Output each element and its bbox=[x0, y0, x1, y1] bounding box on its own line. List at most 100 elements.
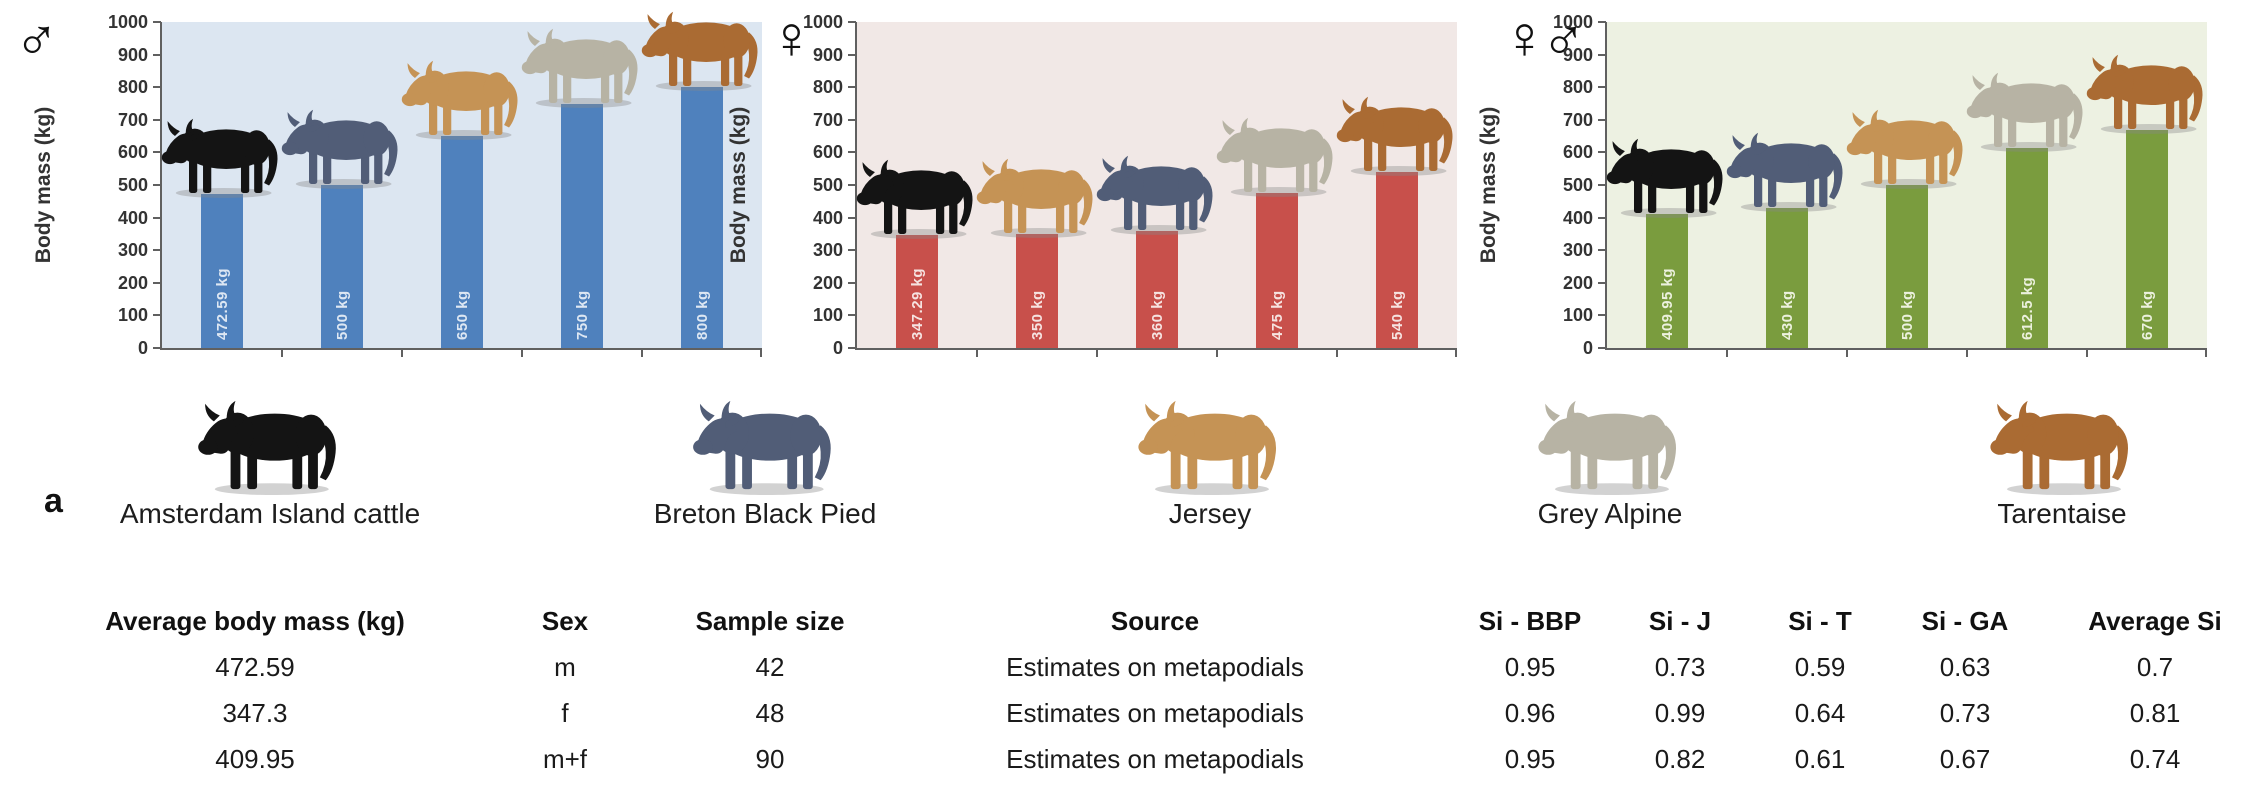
y-tick-mark bbox=[1598, 249, 1606, 252]
bar-value-label: 430 kg bbox=[1779, 290, 1796, 340]
x-tick-mark bbox=[281, 350, 283, 357]
bar-value-label: 800 kg bbox=[694, 290, 711, 340]
cow-icon bbox=[401, 60, 518, 141]
table-cell-row2: 0.81 bbox=[2129, 697, 2181, 728]
cow-icon bbox=[1606, 139, 1723, 219]
cow-icon bbox=[641, 11, 758, 92]
bar-jersey: 350 kg bbox=[976, 158, 1093, 348]
y-tick-label: 0 bbox=[832, 338, 843, 358]
y-tick-label: 800 bbox=[117, 77, 148, 98]
y-tick-mark bbox=[848, 118, 856, 121]
bar-cow-amsterdam bbox=[851, 152, 983, 240]
y-tick-mark bbox=[1598, 184, 1606, 186]
y-axis-title: Body mass (kg) bbox=[1477, 106, 1500, 264]
legend-item-grey_alpine: Grey Alpine bbox=[1524, 392, 1696, 530]
y-tick-mark bbox=[1598, 281, 1606, 284]
bar-tarentaise: 800 kg bbox=[641, 11, 758, 348]
x-tick-mark bbox=[1726, 350, 1728, 357]
y-tick-label: 300 bbox=[1562, 240, 1593, 261]
legend-item-tarentaise: Tarentaise bbox=[1976, 392, 2148, 530]
y-tick-label: 900 bbox=[1562, 44, 1593, 65]
y-tick-label: 100 bbox=[117, 305, 148, 326]
bar-value-label: 750 kg bbox=[574, 290, 591, 340]
y-tick-mark bbox=[153, 184, 161, 186]
table-cell-row3: 0.74 bbox=[2129, 743, 2181, 774]
bar-tarentaise: 670 kg bbox=[2086, 54, 2203, 348]
table-header: Si - T bbox=[1788, 605, 1852, 636]
y-tick-mark bbox=[1598, 118, 1606, 121]
y-tick-mark bbox=[153, 314, 161, 317]
bar-breton: 430 kg bbox=[1726, 132, 1843, 348]
y-tick-mark bbox=[1598, 151, 1606, 154]
y-tick-label: 700 bbox=[117, 109, 148, 130]
y-tick-label: 0 bbox=[137, 338, 148, 358]
bar-cow-amsterdam bbox=[156, 111, 288, 199]
cow-icon bbox=[521, 28, 638, 108]
y-tick-mark bbox=[1598, 347, 1606, 349]
table-header: Sample size bbox=[695, 605, 845, 636]
y-tick-label: 200 bbox=[1562, 272, 1593, 293]
x-tick-mark bbox=[760, 350, 762, 357]
bar-grey_alpine: 750 kg bbox=[521, 28, 638, 348]
table-header: Sex bbox=[541, 605, 589, 636]
table-cell-row3: 0.95 bbox=[1504, 743, 1556, 774]
bar-value-label: 347.29 kg bbox=[909, 267, 926, 340]
bar-cow-jersey bbox=[396, 53, 528, 141]
table-cell-row2: 0.73 bbox=[1939, 697, 1991, 728]
y-tick-mark bbox=[153, 86, 161, 89]
y-tick-label: 400 bbox=[117, 207, 148, 228]
y-axis-title: Body mass (kg) bbox=[32, 106, 55, 264]
cow-icon bbox=[1990, 400, 2129, 496]
y-tick-label: 800 bbox=[812, 77, 843, 98]
bar-cow-grey_alpine bbox=[1211, 110, 1343, 198]
bar-amsterdam: 409.95 kg bbox=[1606, 139, 1723, 348]
bar-amsterdam: 472.59 kg bbox=[161, 118, 278, 348]
y-tick-label: 100 bbox=[1562, 305, 1593, 326]
cow-icon bbox=[693, 400, 832, 496]
bar-cow-tarentaise bbox=[2081, 47, 2213, 135]
y-tick-mark bbox=[848, 151, 856, 154]
table-cell-row3: 90 bbox=[755, 743, 785, 774]
y-tick-mark bbox=[1598, 53, 1606, 56]
plot-area: 347.29 kg 350 kg 360 kg 475 kg 540 kg bbox=[848, 21, 1457, 357]
y-tick-mark bbox=[848, 249, 856, 252]
plot-area: 409.95 kg 430 kg 500 kg 612.5 kg 670 kg bbox=[1598, 21, 2207, 357]
y-tick-label: 900 bbox=[117, 44, 148, 65]
x-tick-mark bbox=[521, 350, 523, 357]
table-header: Average Si bbox=[2088, 605, 2222, 636]
bar-cow-tarentaise bbox=[1331, 89, 1463, 177]
breed-legend: Amsterdam Island cattle Breton Black Pied… bbox=[0, 392, 2265, 557]
y-tick-label: 1000 bbox=[802, 12, 843, 32]
table-cell-row2: 0.99 bbox=[1654, 697, 1706, 728]
table-cell-row2: f bbox=[561, 697, 569, 728]
table-cell-row3: 0.61 bbox=[1794, 743, 1846, 774]
bar-cow-grey_alpine bbox=[1961, 65, 2093, 153]
x-tick-mark bbox=[1966, 350, 1968, 357]
y-tick-label: 800 bbox=[1562, 77, 1593, 98]
y-tick-label: 300 bbox=[812, 240, 843, 261]
y-tick-label: 500 bbox=[812, 175, 843, 195]
y-axis: 0 100 200 300 400 500 600 700 800 900 1000 bbox=[68, 13, 148, 357]
bar-cow-grey_alpine bbox=[516, 21, 648, 109]
bar-value-label: 409.95 kg bbox=[1659, 267, 1676, 340]
table-cell-row3: 0.67 bbox=[1939, 743, 1991, 774]
breed-label: Tarentaise bbox=[1997, 498, 2127, 529]
bar-value-label: 670 kg bbox=[2139, 290, 2156, 340]
x-tick-mark bbox=[1455, 350, 1457, 357]
charts-row: ♂ Body mass (kg) 0 100 200 300 400 500 600 700 8… bbox=[0, 6, 2265, 378]
x-tick-mark bbox=[2205, 350, 2207, 357]
y-tick-mark bbox=[153, 347, 161, 349]
table-cell-row3: 0.82 bbox=[1654, 743, 1706, 774]
table-cell-row3: Estimates on metapodials bbox=[1006, 743, 1304, 774]
bar-jersey: 500 kg bbox=[1846, 109, 1963, 348]
table-cell-row1: 42 bbox=[755, 651, 785, 682]
cow-icon bbox=[2086, 54, 2203, 134]
y-tick-label: 700 bbox=[812, 109, 843, 130]
table-cell-row1: Estimates on metapodials bbox=[1006, 651, 1304, 682]
y-tick-label: 500 bbox=[1562, 175, 1593, 195]
x-tick-mark bbox=[1216, 350, 1218, 357]
y-tick-mark bbox=[1598, 21, 1606, 23]
y-tick-label: 400 bbox=[1562, 207, 1593, 228]
cow-icon bbox=[1216, 117, 1333, 198]
table-header: Average body mass (kg) bbox=[105, 605, 405, 636]
